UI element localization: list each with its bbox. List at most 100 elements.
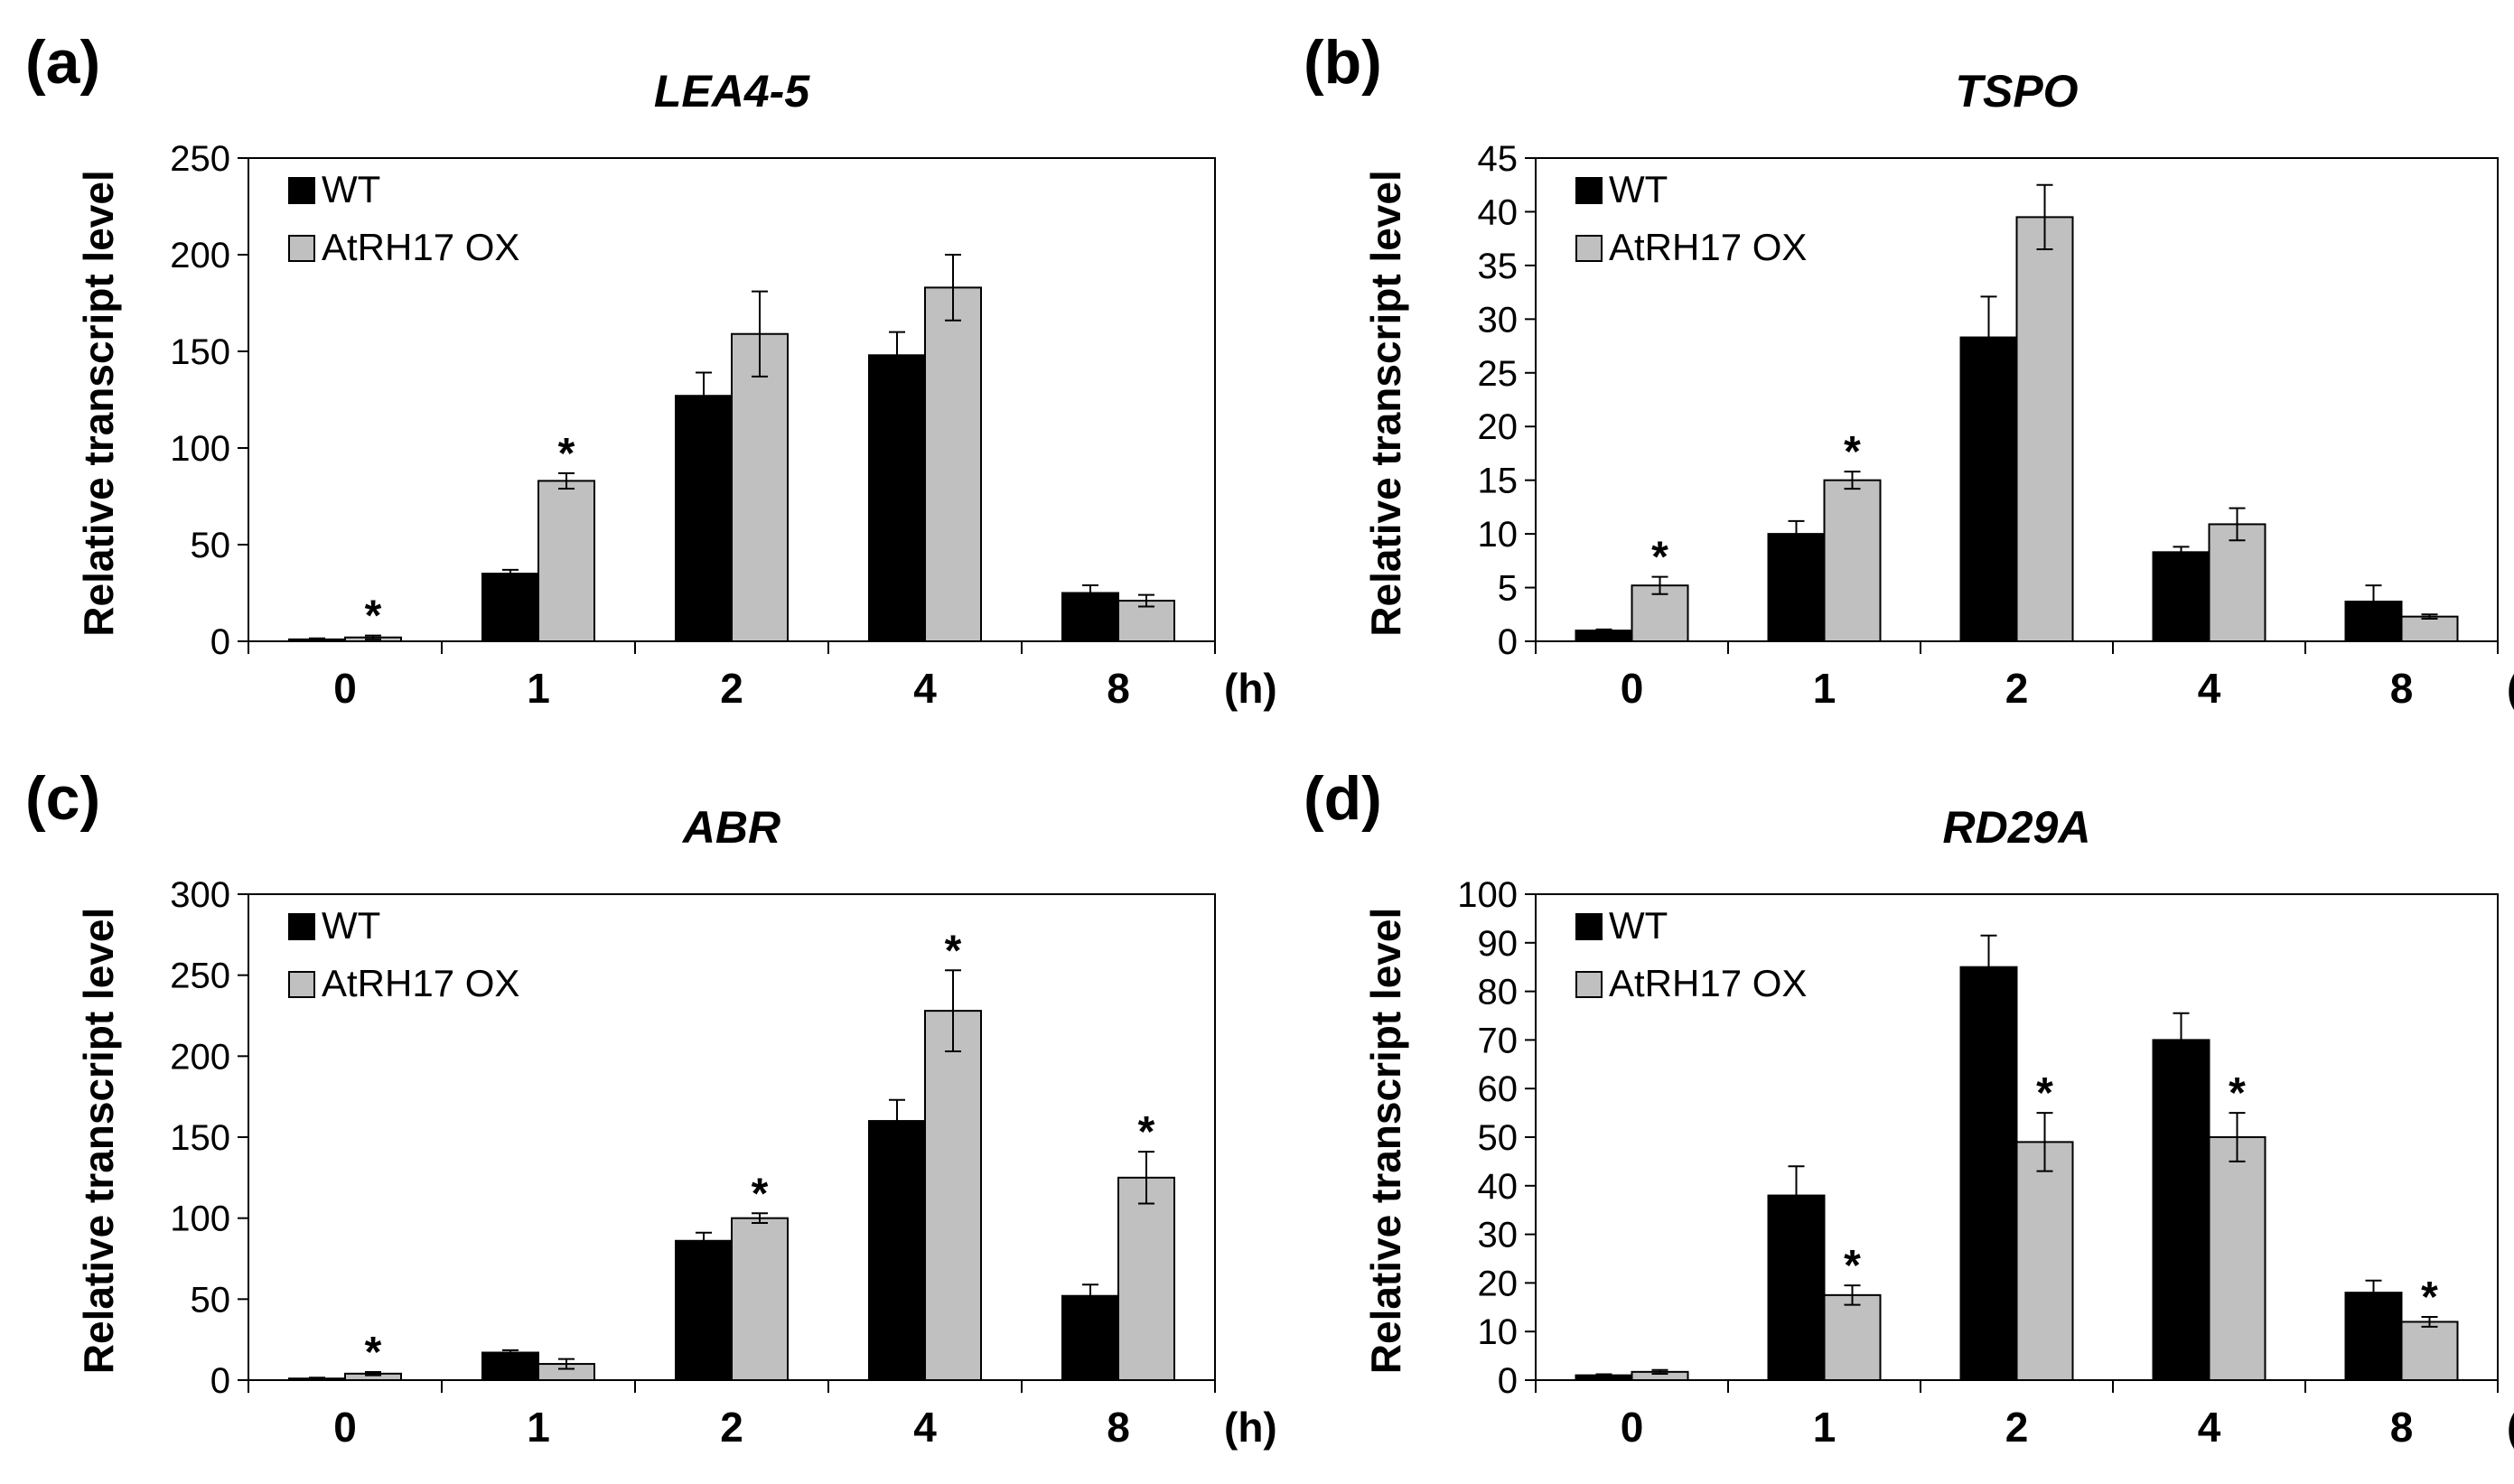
x-tick-label-1-3: 4 — [2198, 665, 2221, 712]
x-tick-label-2-3: 4 — [913, 1404, 937, 1451]
bar-wt-2-3 — [868, 1120, 926, 1381]
y-tick-label-3-3: 30 — [1478, 1216, 1519, 1255]
y-tick-label-1-3: 15 — [1478, 462, 1519, 501]
x-unit-label-1: (h) — [2507, 665, 2514, 712]
legend-label-wt-3: WT — [1609, 904, 1668, 947]
bar-wt-1-2 — [1959, 336, 2018, 642]
y-tick-label-1-8: 40 — [1478, 192, 1519, 232]
x-tick-label-2-4: 8 — [1107, 1404, 1130, 1451]
x-tick-label-3-3: 4 — [2198, 1404, 2221, 1451]
y-tick-label-0-4: 200 — [170, 236, 230, 275]
legend-label-ox-1: AtRH17 OX — [1609, 226, 1807, 268]
y-axis-label-3: Relative transcript level — [1362, 908, 1409, 1374]
y-tick-label-0-3: 150 — [170, 332, 230, 372]
legend-swatch-ox-2 — [288, 971, 315, 998]
legend-label-ox-2: AtRH17 OX — [322, 962, 519, 1004]
significance-star-3-1: * — [1844, 1242, 1861, 1290]
legend-label-wt-2: WT — [322, 904, 380, 947]
significance-star-1-0: * — [1651, 534, 1668, 582]
y-tick-label-3-1: 10 — [1478, 1312, 1519, 1352]
y-tick-label-1-0: 0 — [1498, 622, 1518, 662]
panel-letter-0: (a) — [25, 28, 100, 97]
legend-label-wt-0: WT — [322, 168, 380, 210]
y-tick-label-2-4: 200 — [170, 1037, 230, 1077]
y-axis-label-2: Relative transcript level — [75, 908, 122, 1374]
y-tick-label-0-5: 250 — [170, 139, 230, 179]
y-tick-label-0-1: 50 — [191, 526, 231, 565]
bar-ox-1-2 — [2015, 216, 2074, 642]
y-tick-label-3-4: 40 — [1478, 1167, 1519, 1207]
bar-wt-3-4 — [2344, 1292, 2403, 1381]
x-tick-label-1-2: 2 — [2005, 665, 2029, 712]
y-tick-label-1-1: 5 — [1498, 569, 1518, 609]
y-tick-label-1-7: 35 — [1478, 247, 1519, 286]
x-unit-label-0: (h) — [1224, 665, 1277, 712]
x-tick-label-0-2: 2 — [720, 665, 743, 712]
bar-wt-0-1 — [481, 573, 539, 642]
y-tick-label-2-5: 250 — [170, 957, 230, 996]
significance-star-2-2: * — [752, 1170, 769, 1218]
x-tick-label-3-0: 0 — [1621, 1404, 1644, 1451]
y-tick-label-3-8: 80 — [1478, 973, 1519, 1013]
legend-swatch-wt-3 — [1575, 913, 1603, 940]
y-tick-label-0-2: 100 — [170, 429, 230, 469]
bar-ox-1-1 — [1823, 479, 1882, 643]
y-tick-label-1-6: 30 — [1478, 300, 1519, 340]
y-tick-label-1-9: 45 — [1478, 139, 1519, 179]
bar-ox-1-4 — [2400, 615, 2459, 643]
legend-label-wt-1: WT — [1609, 168, 1668, 210]
y-tick-label-2-6: 300 — [170, 875, 230, 915]
x-tick-label-0-4: 8 — [1107, 665, 1130, 712]
significance-star-0-1: * — [558, 430, 575, 478]
bar-ox-3-4 — [2400, 1321, 2459, 1381]
y-tick-label-2-2: 100 — [170, 1199, 230, 1239]
significance-star-3-4: * — [2421, 1274, 2438, 1321]
x-tick-label-2-2: 2 — [720, 1404, 743, 1451]
legend-swatch-wt-1 — [1575, 177, 1603, 204]
bar-wt-2-1 — [481, 1351, 539, 1381]
bar-wt-3-2 — [1959, 966, 2018, 1381]
y-axis-label-0: Relative transcript level — [75, 170, 122, 636]
x-tick-label-3-4: 8 — [2390, 1404, 2414, 1451]
significance-star-1-1: * — [1844, 428, 1861, 476]
x-tick-label-2-0: 0 — [333, 1404, 357, 1451]
bar-ox-3-3 — [2208, 1136, 2266, 1381]
legend-swatch-ox-0 — [288, 235, 315, 262]
significance-star-3-3: * — [2229, 1069, 2246, 1117]
legend-swatch-wt-0 — [288, 177, 315, 204]
chart-title-1: TSPO — [1955, 66, 2078, 117]
x-tick-label-1-4: 8 — [2390, 665, 2414, 712]
bar-wt-2-2 — [675, 1239, 733, 1381]
chart-title-0: LEA4-5 — [654, 66, 810, 117]
x-tick-label-3-1: 1 — [1813, 1404, 1836, 1451]
y-tick-label-3-10: 100 — [1457, 875, 1518, 915]
y-tick-label-3-0: 0 — [1498, 1361, 1518, 1401]
legend-swatch-ox-3 — [1575, 971, 1603, 998]
y-tick-label-2-0: 0 — [210, 1361, 230, 1401]
significance-star-0-0: * — [365, 593, 382, 640]
y-tick-label-3-6: 60 — [1478, 1069, 1519, 1109]
y-tick-label-3-7: 70 — [1478, 1021, 1519, 1060]
x-unit-label-2: (h) — [1224, 1404, 1277, 1451]
significance-star-2-0: * — [365, 1329, 382, 1377]
bar-ox-2-4 — [1117, 1176, 1175, 1382]
bar-wt-2-4 — [1061, 1294, 1119, 1381]
y-tick-label-1-2: 10 — [1478, 515, 1519, 555]
panel-letter-1: (b) — [1304, 28, 1382, 97]
y-tick-label-2-1: 50 — [191, 1280, 231, 1320]
y-tick-label-1-5: 25 — [1478, 354, 1519, 394]
y-tick-label-3-9: 90 — [1478, 924, 1519, 964]
x-unit-label-3: (h) — [2507, 1404, 2514, 1451]
significance-star-2-3: * — [945, 927, 962, 975]
panel-0: (a) LEA4-5 Relative transcript level 0 50 100… — [25, 28, 1277, 712]
x-tick-label-0-1: 1 — [527, 665, 550, 712]
bar-ox-2-3 — [924, 1010, 982, 1381]
chart-title-3: RD29A — [1943, 802, 2091, 853]
legend-swatch-ox-1 — [1575, 235, 1603, 262]
bar-ox-3-1 — [1823, 1293, 1882, 1381]
bar-ox-0-2 — [731, 332, 789, 642]
x-tick-label-2-1: 1 — [527, 1404, 550, 1451]
